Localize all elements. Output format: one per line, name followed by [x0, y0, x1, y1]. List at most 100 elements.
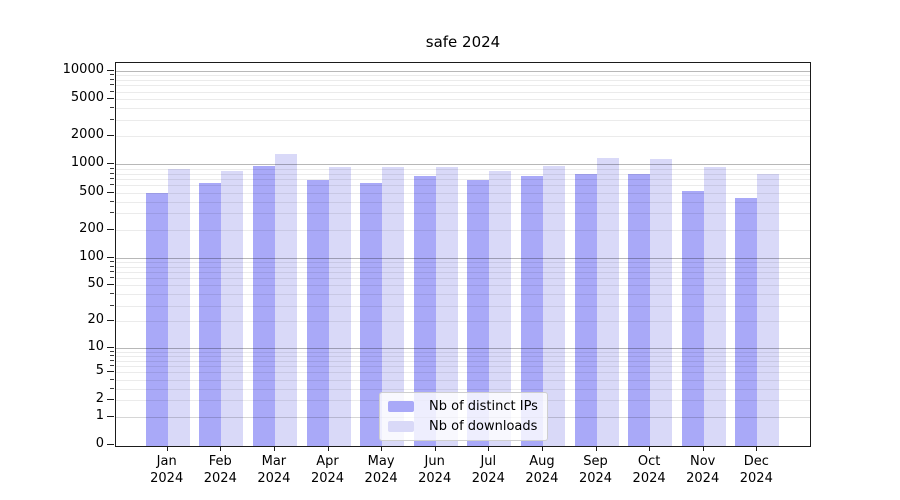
x-tick-label-nov: Nov 2024: [686, 454, 720, 486]
y-tick-label-10: 10: [87, 338, 104, 354]
bar-distinct-ips-mar: [252, 165, 275, 446]
bar-distinct-ips-jan: [145, 192, 168, 446]
y-tick-10000: [107, 69, 114, 71]
y-minor-tick-800: [110, 172, 114, 174]
y-tick-1000: [107, 163, 114, 165]
x-tick-label-feb: Feb 2024: [203, 454, 237, 486]
gridline-4000: [116, 108, 810, 110]
x-tick-apr: [327, 447, 329, 451]
y-minor-tick-700: [110, 177, 114, 179]
legend-label-distinct-ips: Nb of distinct IPs: [429, 399, 538, 414]
bar-downloads-feb: [221, 170, 244, 446]
bar-distinct-ips-jul: [467, 179, 490, 446]
y-tick-label-200: 200: [79, 220, 104, 236]
x-tick-nov: [702, 447, 704, 451]
y-minor-tick-9: [110, 350, 114, 352]
legend: Nb of distinct IPs Nb of downloads: [379, 392, 548, 441]
legend-swatch-distinct-ips-icon: [388, 401, 414, 412]
bar-downloads-jun: [435, 166, 458, 446]
x-tick-label-jul: Jul 2024: [471, 454, 505, 486]
gridline-6000: [116, 91, 810, 93]
x-tick-label-aug: Aug 2024: [525, 454, 559, 486]
bar-downloads-sep: [596, 157, 619, 446]
y-minor-tick-30: [110, 304, 114, 306]
y-minor-tick-7000: [110, 84, 114, 86]
bar-distinct-ips-jun: [413, 175, 436, 446]
legend-item-distinct-ips: Nb of distinct IPs: [388, 399, 538, 414]
bar-distinct-ips-dec: [735, 197, 758, 446]
y-tick-label-1000: 1000: [70, 155, 104, 171]
y-minor-tick-4: [110, 378, 114, 380]
bar-distinct-ips-sep: [574, 173, 597, 446]
x-tick-dec: [756, 447, 758, 451]
y-minor-tick-8: [110, 354, 114, 356]
y-minor-tick-70: [110, 270, 114, 272]
gridline-10000: [116, 70, 810, 72]
y-tick-1: [107, 415, 114, 417]
bar-downloads-may: [382, 167, 405, 446]
y-tick-label-10000: 10000: [62, 61, 104, 77]
bar-downloads-mar: [274, 153, 297, 446]
gridline-3000: [116, 119, 810, 121]
y-tick-label-50: 50: [87, 276, 104, 292]
x-tick-label-apr: Apr 2024: [310, 454, 345, 486]
x-tick-label-may: May 2024: [364, 454, 398, 486]
legend-label-downloads: Nb of downloads: [429, 419, 538, 434]
y-minor-tick-7: [110, 359, 114, 361]
x-tick-label-mar: Mar 2024: [257, 454, 291, 486]
bar-downloads-jan: [167, 168, 190, 446]
y-tick-label-1: 1: [95, 407, 104, 423]
y-minor-tick-80: [110, 265, 114, 267]
bar-distinct-ips-feb: [199, 182, 222, 446]
y-tick-5: [107, 371, 114, 373]
y-tick-label-0: 0: [95, 436, 104, 451]
x-tick-may: [381, 447, 383, 451]
y-minor-tick-60: [110, 277, 114, 279]
y-tick-10: [107, 346, 114, 348]
x-tick-label-sep: Sep 2024: [578, 454, 613, 486]
y-minor-tick-6000: [110, 90, 114, 92]
y-minor-tick-300: [110, 212, 114, 214]
bar-downloads-dec: [757, 173, 780, 446]
gridline-1000: [116, 164, 810, 166]
y-tick-label-5000: 5000: [70, 90, 104, 106]
x-tick-oct: [649, 447, 651, 451]
x-tick-feb: [220, 447, 222, 451]
bar-distinct-ips-oct: [628, 173, 651, 446]
x-tick-mar: [273, 447, 275, 451]
bar-distinct-ips-may: [360, 182, 383, 446]
x-tick-label-jan: Jan 2024: [150, 454, 184, 486]
gridline-5000: [116, 99, 810, 101]
y-tick-label-20: 20: [87, 312, 104, 328]
x-tick-label-oct: Oct 2024: [632, 454, 666, 486]
gridline-7000: [116, 85, 810, 87]
bar-downloads-jul: [489, 170, 512, 446]
y-tick-2: [107, 399, 114, 401]
y-minor-tick-3000: [110, 118, 114, 120]
y-tick-500: [107, 191, 114, 193]
x-tick-jun: [434, 447, 436, 451]
y-minor-tick-600: [110, 184, 114, 186]
y-tick-50: [107, 284, 114, 286]
y-tick-label-5: 5: [95, 363, 104, 379]
x-tick-label-jun: Jun 2024: [418, 454, 452, 486]
y-tick-100: [107, 256, 114, 258]
x-tick-jan: [166, 447, 168, 451]
y-tick-label-2000: 2000: [70, 127, 104, 143]
legend-item-downloads: Nb of downloads: [388, 419, 538, 434]
y-tick-20: [107, 320, 114, 322]
legend-swatch-downloads-icon: [388, 421, 414, 432]
bar-distinct-ips-nov: [681, 190, 704, 446]
gridline-8000: [116, 80, 810, 82]
bar-downloads-oct: [650, 158, 673, 446]
x-tick-aug: [541, 447, 543, 451]
y-minor-tick-400: [110, 200, 114, 202]
bar-distinct-ips-apr: [306, 179, 329, 446]
gridline-9000: [116, 75, 810, 77]
x-tick-sep: [595, 447, 597, 451]
y-minor-tick-3: [110, 387, 114, 389]
y-tick-5000: [107, 98, 114, 100]
plot-area: Nb of distinct IPs Nb of downloads: [115, 62, 811, 447]
y-minor-tick-900: [110, 167, 114, 169]
